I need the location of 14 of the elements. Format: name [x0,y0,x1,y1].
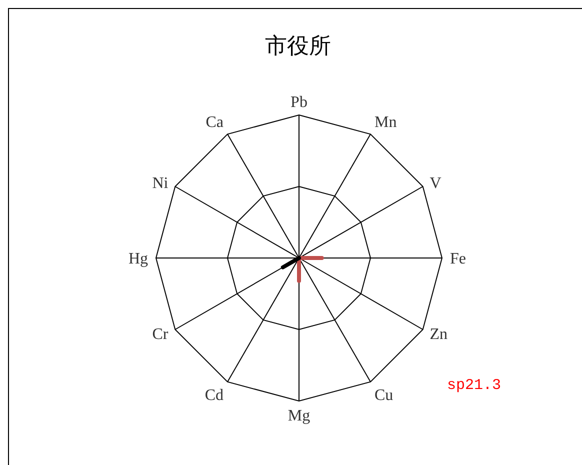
spoke-label: Zn [430,326,448,344]
spoke-label: V [430,175,442,192]
spoke-label: Fe [450,250,466,268]
spoke-label: Mn [374,114,397,132]
spoke-label: Mg [288,407,310,424]
spoke-label: Cd [204,387,224,404]
spoke-label: Ca [206,114,224,132]
spoke-label: Ni [152,175,169,192]
spoke-label: Cu [374,387,394,404]
spoke-label: Pb [290,94,308,111]
chart-title: 市役所 [264,33,332,61]
spoke-label: Hg [128,250,148,268]
text: sp21.3 [447,377,502,394]
spoke-label: Cr [152,326,169,344]
